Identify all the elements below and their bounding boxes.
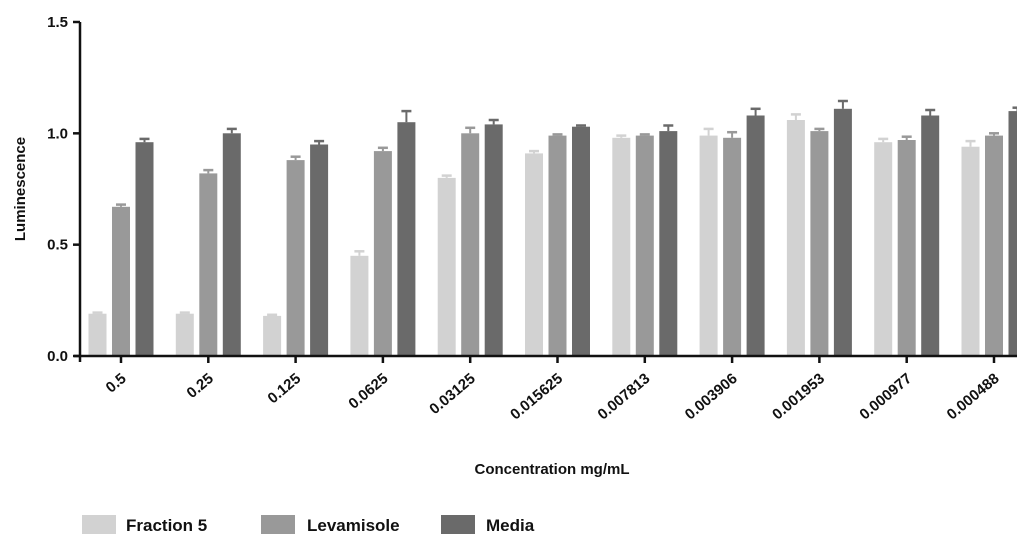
bar-levamisole-5 (548, 135, 567, 356)
x-tick-label: 0.015625 (507, 370, 566, 423)
bar-fraction-5-7 (699, 135, 718, 356)
bar-fraction-5-2 (263, 315, 282, 356)
bar-fraction-5-3 (350, 255, 369, 356)
bar-levamisole-0 (112, 206, 130, 356)
bar-media-1 (222, 133, 241, 356)
bar-media-2 (310, 144, 329, 356)
y-tick-label: 0.0 (47, 348, 68, 365)
bar-media-7 (746, 115, 765, 356)
y-tick-label: 1.0 (47, 125, 68, 142)
x-tick-label: 0.007813 (595, 370, 654, 423)
bar-media-6 (659, 131, 678, 356)
legend-label-fraction-5: Fraction 5 (126, 516, 207, 534)
bar-levamisole-9 (897, 140, 916, 356)
bar-levamisole-10 (985, 135, 1003, 356)
axes-layer: 0.5 0.25 0.125 0.0625 0.03125 0.015625 0.00781… (12, 14, 1017, 478)
x-tick-label: 0.125 (264, 370, 304, 407)
x-tick-label: 0.000488 (944, 370, 1003, 423)
bar-media-5 (572, 126, 590, 356)
bar-media-3 (397, 122, 416, 356)
bar-levamisole-3 (373, 151, 392, 356)
bar-fraction-5-9 (874, 142, 893, 356)
x-tick-label: 0.03125 (426, 370, 478, 418)
y-tick-label: 1.5 (47, 14, 68, 31)
bar-media-8 (833, 108, 852, 356)
bar-levamisole-2 (286, 160, 305, 356)
legend-label-media: Media (486, 516, 535, 534)
bar-media-10 (1008, 111, 1017, 356)
x-tick-label: 0.000977 (856, 370, 915, 423)
bar-fraction-5-5 (525, 153, 543, 356)
bar-levamisole-1 (199, 173, 218, 356)
y-axis-title: Luminescence (12, 137, 29, 241)
x-tick-label: 0.001953 (769, 370, 828, 423)
bar-media-0 (135, 142, 154, 356)
x-tick-label: 0.25 (184, 370, 217, 402)
bar-fraction-5-8 (786, 120, 805, 356)
bar-levamisole-6 (635, 135, 654, 356)
legend-swatch-fraction-5 (82, 515, 116, 534)
bar-levamisole-7 (723, 137, 742, 356)
x-axis-title: Concentration mg/mL (474, 461, 629, 478)
x-tick-label: 0.5 (103, 370, 130, 396)
x-tick-label: 0.0625 (345, 370, 391, 413)
x-tick-label: 0.003906 (682, 370, 741, 423)
legend: Fraction 5 Levamisole Media (82, 515, 535, 534)
bar-media-9 (921, 115, 940, 356)
bar-levamisole-4 (461, 133, 480, 356)
legend-swatch-levamisole (261, 515, 295, 534)
legend-swatch-media (441, 515, 475, 534)
bar-fraction-5-0 (88, 313, 107, 356)
bar-media-4 (484, 124, 503, 357)
bars-layer (88, 99, 1017, 357)
bar-levamisole-8 (810, 131, 829, 356)
bar-fraction-5-10 (961, 146, 980, 356)
bar-fraction-5-6 (612, 137, 631, 356)
bar-fraction-5-4 (437, 177, 456, 356)
y-tick-label: 0.5 (47, 237, 68, 254)
bar-fraction-5-1 (175, 313, 194, 356)
legend-label-levamisole: Levamisole (307, 516, 400, 534)
